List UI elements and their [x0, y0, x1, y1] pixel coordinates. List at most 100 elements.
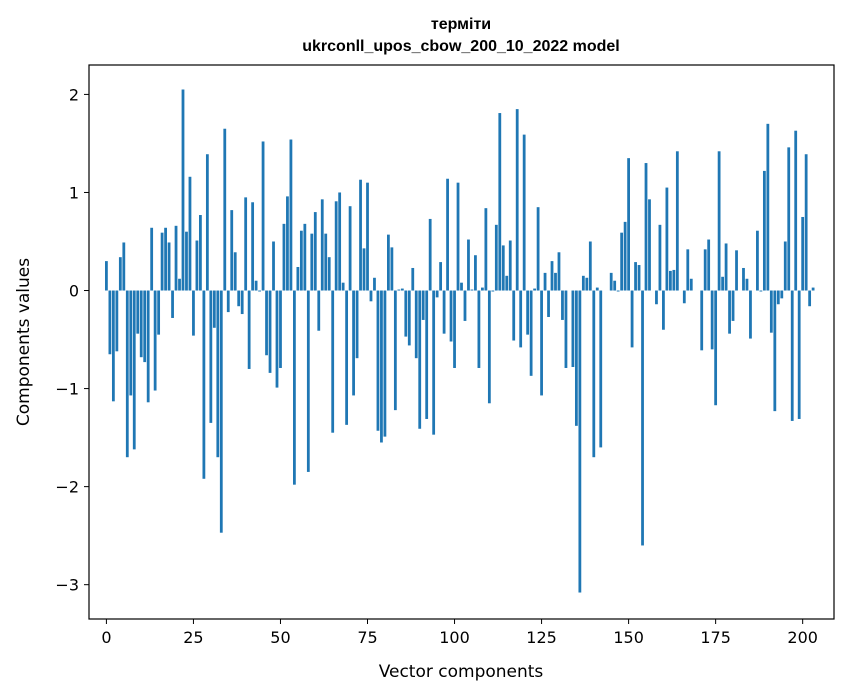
bar-81 — [387, 234, 390, 291]
bar-99 — [449, 290, 453, 342]
bar-131 — [561, 290, 564, 320]
bar-116 — [508, 240, 512, 291]
chart-title-line1: терміти — [431, 16, 491, 33]
bar-35 — [226, 290, 230, 313]
y-tick-label: 2 — [69, 85, 79, 104]
bar-49 — [275, 290, 279, 388]
bar-120 — [522, 134, 526, 291]
x-tick-label: 0 — [101, 628, 111, 647]
bar-185 — [749, 290, 752, 339]
bar-55 — [296, 266, 300, 291]
bar-136 — [578, 290, 582, 593]
bar-90 — [418, 290, 422, 429]
bar-102 — [460, 282, 463, 291]
bar-27 — [199, 215, 202, 291]
bar-100 — [453, 290, 456, 368]
bar-64 — [327, 257, 331, 291]
bar-84 — [397, 289, 401, 291]
bar-56 — [299, 230, 303, 291]
bar-48 — [272, 241, 275, 291]
chart-title-line2: ukrconll_upos_cbow_200_10_2022 model — [302, 38, 619, 55]
bar-42 — [251, 202, 255, 291]
bar-152 — [634, 262, 637, 291]
bar-76 — [369, 290, 373, 302]
y-axis-ticks: 2 1 0 −1 −2 −3 — [55, 85, 89, 595]
bar-60 — [313, 212, 317, 291]
bar-153 — [637, 265, 641, 291]
bar-147 — [616, 290, 620, 292]
bar-181 — [735, 250, 738, 291]
bar-138 — [585, 277, 589, 291]
bar-22 — [181, 89, 185, 291]
bar-171 — [700, 290, 704, 351]
bar-158 — [655, 290, 658, 305]
bar-23 — [185, 231, 188, 291]
bar-11 — [143, 290, 147, 363]
x-tick-label: 150 — [613, 628, 644, 647]
bar-85 — [400, 288, 404, 291]
bar-63 — [324, 233, 328, 291]
bar-197 — [790, 290, 794, 421]
bar-86 — [404, 290, 408, 337]
bar-177 — [721, 276, 724, 291]
bar-61 — [317, 290, 321, 331]
bar-28 — [202, 290, 206, 479]
bar-160 — [662, 290, 665, 330]
bar-6 — [125, 290, 129, 458]
bar-200 — [801, 216, 805, 291]
bar-32 — [216, 290, 220, 458]
bar-10 — [139, 290, 143, 358]
bar-107 — [477, 290, 481, 368]
bar-103 — [463, 290, 467, 321]
bar-54 — [293, 290, 296, 485]
bar-142 — [599, 290, 603, 448]
bar-4 — [118, 257, 122, 291]
bar-135 — [574, 290, 578, 426]
bar-87 — [407, 290, 411, 346]
bar-114 — [501, 245, 505, 291]
x-tick-label: 175 — [700, 628, 731, 647]
bar-145 — [609, 272, 613, 291]
bar-178 — [724, 243, 728, 291]
bar-187 — [756, 230, 759, 291]
bar-83 — [393, 290, 397, 411]
bar-12 — [146, 290, 150, 403]
bar-154 — [641, 290, 644, 546]
bar-65 — [331, 290, 335, 433]
bar-101 — [456, 182, 460, 291]
bar-29 — [205, 154, 209, 291]
x-tick-label: 50 — [270, 628, 290, 647]
bar-192 — [773, 290, 777, 412]
bar-179 — [728, 290, 731, 334]
bar-128 — [550, 261, 554, 291]
bar-109 — [484, 208, 488, 291]
bar-17 — [164, 227, 167, 291]
bar-5 — [122, 242, 126, 291]
y-tick-label: −3 — [55, 576, 79, 595]
bar-122 — [529, 290, 533, 376]
bar-7 — [129, 290, 133, 396]
bar-44 — [258, 290, 261, 292]
bar-33 — [219, 290, 223, 533]
bar-38 — [237, 290, 241, 307]
bar-18 — [167, 242, 171, 291]
bar-59 — [310, 233, 314, 291]
bar-70 — [348, 206, 352, 291]
bar-39 — [240, 290, 244, 315]
bar-146 — [613, 280, 617, 291]
bar-118 — [515, 109, 519, 291]
bar-191 — [769, 290, 773, 333]
bar-20 — [174, 225, 178, 291]
bar-156 — [648, 199, 651, 291]
bar-117 — [512, 290, 516, 341]
bar-108 — [481, 287, 484, 291]
bar-127 — [547, 290, 550, 317]
bar-202 — [808, 290, 812, 307]
bar-15 — [157, 290, 161, 335]
bar-148 — [620, 232, 624, 291]
bar-19 — [171, 290, 174, 318]
bar-31 — [212, 290, 216, 328]
bar-125 — [540, 290, 543, 396]
bar-77 — [373, 277, 376, 291]
